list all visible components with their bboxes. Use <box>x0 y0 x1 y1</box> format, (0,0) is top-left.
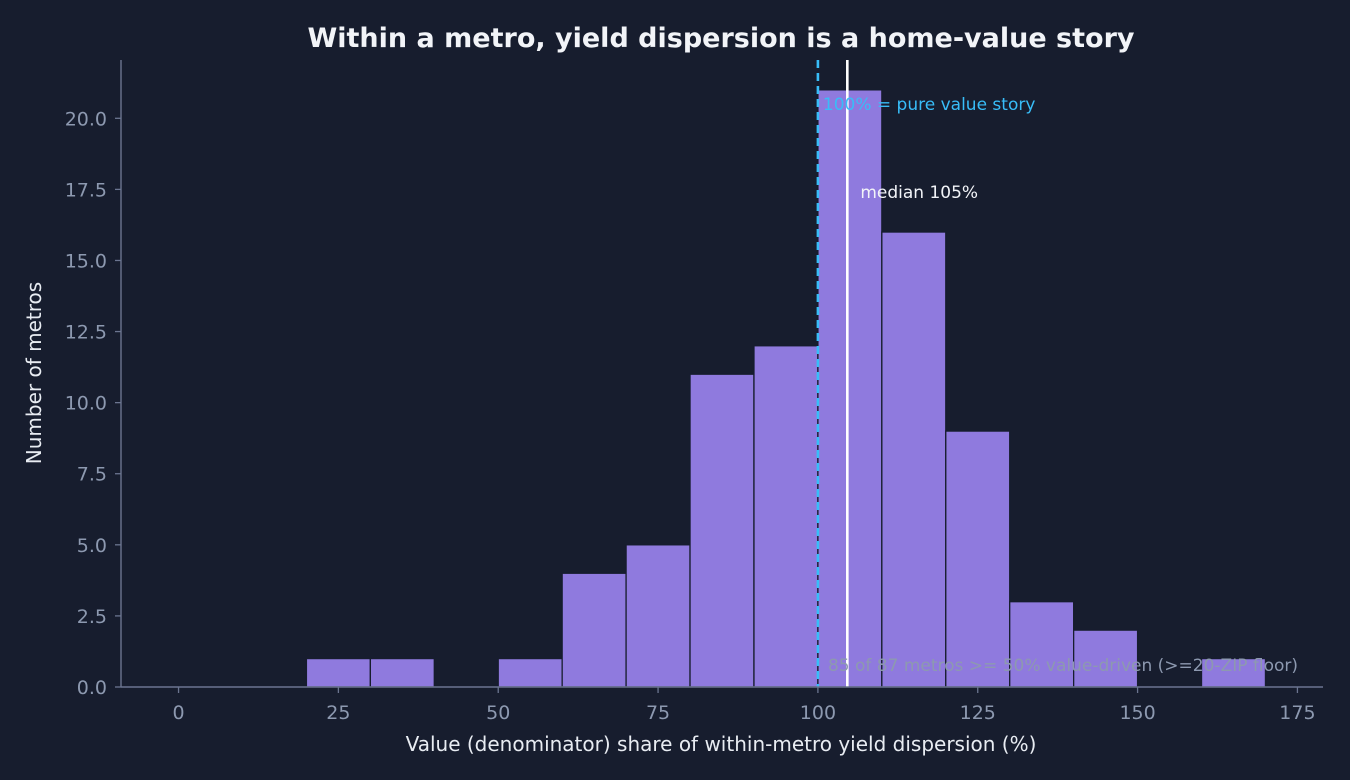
median-annotation: median 105% <box>860 183 978 203</box>
histogram-bar-3 <box>561 572 627 688</box>
bars-group <box>305 89 1267 688</box>
x-tick-label: 25 <box>326 702 350 724</box>
y-tick-label: 0.0 <box>77 677 107 699</box>
histogram-bar-5 <box>689 373 755 688</box>
x-tick-label: 75 <box>646 702 670 724</box>
histogram-bar-4 <box>625 544 691 688</box>
y-tick-label: 2.5 <box>77 606 107 628</box>
x-tick-label: 0 <box>172 702 184 724</box>
reference-lines-group <box>816 60 849 687</box>
ticks-group: 0 25 50 75 100 125 150 175 0.0 2.5 5.0 7.5 10.0 12.5 1… <box>65 108 1316 724</box>
histogram-bar-8 <box>881 231 947 688</box>
y-tick-label: 15.0 <box>65 250 107 272</box>
footnote-annotation: 85 of 87 metros >= 50% value-driven (>=2… <box>828 656 1298 676</box>
y-tick-label: 10.0 <box>65 393 107 415</box>
chart-title: Within a metro, yield dispersion is a ho… <box>307 23 1134 54</box>
x-tick-label: 100 <box>800 702 836 724</box>
histogram-bar-1 <box>369 657 435 688</box>
y-tick-label: 17.5 <box>65 179 107 201</box>
y-axis-label: Number of metros <box>22 282 46 464</box>
x-tick-label: 150 <box>1119 702 1155 724</box>
histogram-bar-9 <box>945 430 1011 688</box>
histogram-bar-11 <box>1072 629 1139 688</box>
histogram-bar-10 <box>1009 601 1075 688</box>
y-tick-label: 20.0 <box>65 108 107 130</box>
histogram-bar-2 <box>497 657 563 688</box>
x-tick-label: 50 <box>486 702 510 724</box>
y-tick-label: 12.5 <box>65 322 107 344</box>
histogram-bar-7 <box>817 89 883 688</box>
x-axis-label: Value (denominator) share of within-metr… <box>406 732 1037 756</box>
axes-group <box>120 60 1323 688</box>
histogram-bar-6 <box>753 345 819 688</box>
pure-value-annotation: 100% = pure value story <box>823 95 1036 115</box>
histogram-bar-0 <box>305 657 372 688</box>
y-tick-label: 7.5 <box>77 464 107 486</box>
x-tick-label: 175 <box>1279 702 1315 724</box>
y-tick-label: 5.0 <box>77 535 107 557</box>
x-tick-label: 125 <box>960 702 996 724</box>
